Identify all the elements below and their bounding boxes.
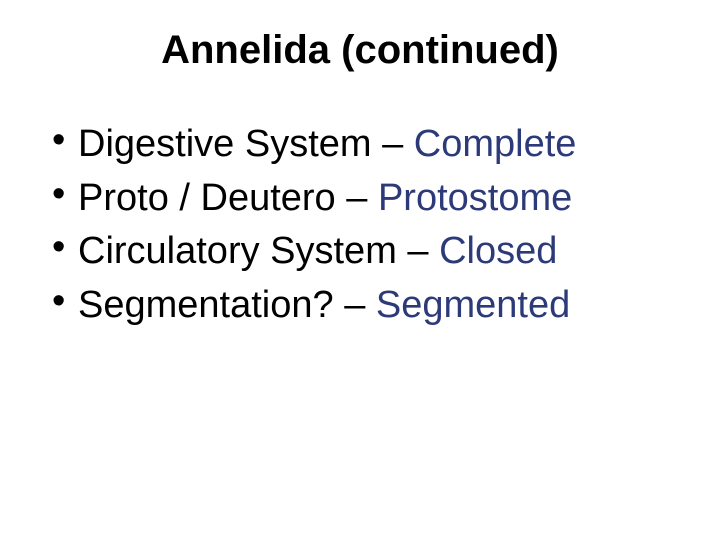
bullet-answer: Complete [414, 123, 577, 165]
bullet-list: Digestive System – Complete Proto / Deut… [50, 121, 678, 329]
bullet-answer: Protostome [378, 177, 572, 219]
bullet-answer: Segmented [376, 284, 570, 326]
list-item: Digestive System – Complete [50, 121, 678, 169]
slide: Annelida (continued) Digestive System – … [0, 0, 720, 540]
bullet-label: Proto / Deutero [78, 177, 346, 219]
list-item: Circulatory System – Closed [50, 228, 678, 276]
list-item: Segmentation? – Segmented [50, 282, 678, 330]
list-item: Proto / Deutero – Protostome [50, 175, 678, 223]
bullet-dash: – [382, 123, 414, 165]
bullet-answer: Closed [439, 230, 557, 272]
bullet-label: Segmentation? [78, 284, 344, 326]
bullet-label: Digestive System [78, 123, 382, 165]
bullet-dash: – [344, 284, 376, 326]
bullet-label: Circulatory System [78, 230, 407, 272]
slide-title: Annelida (continued) [42, 28, 678, 73]
bullet-dash: – [407, 230, 439, 272]
bullet-dash: – [346, 177, 378, 219]
